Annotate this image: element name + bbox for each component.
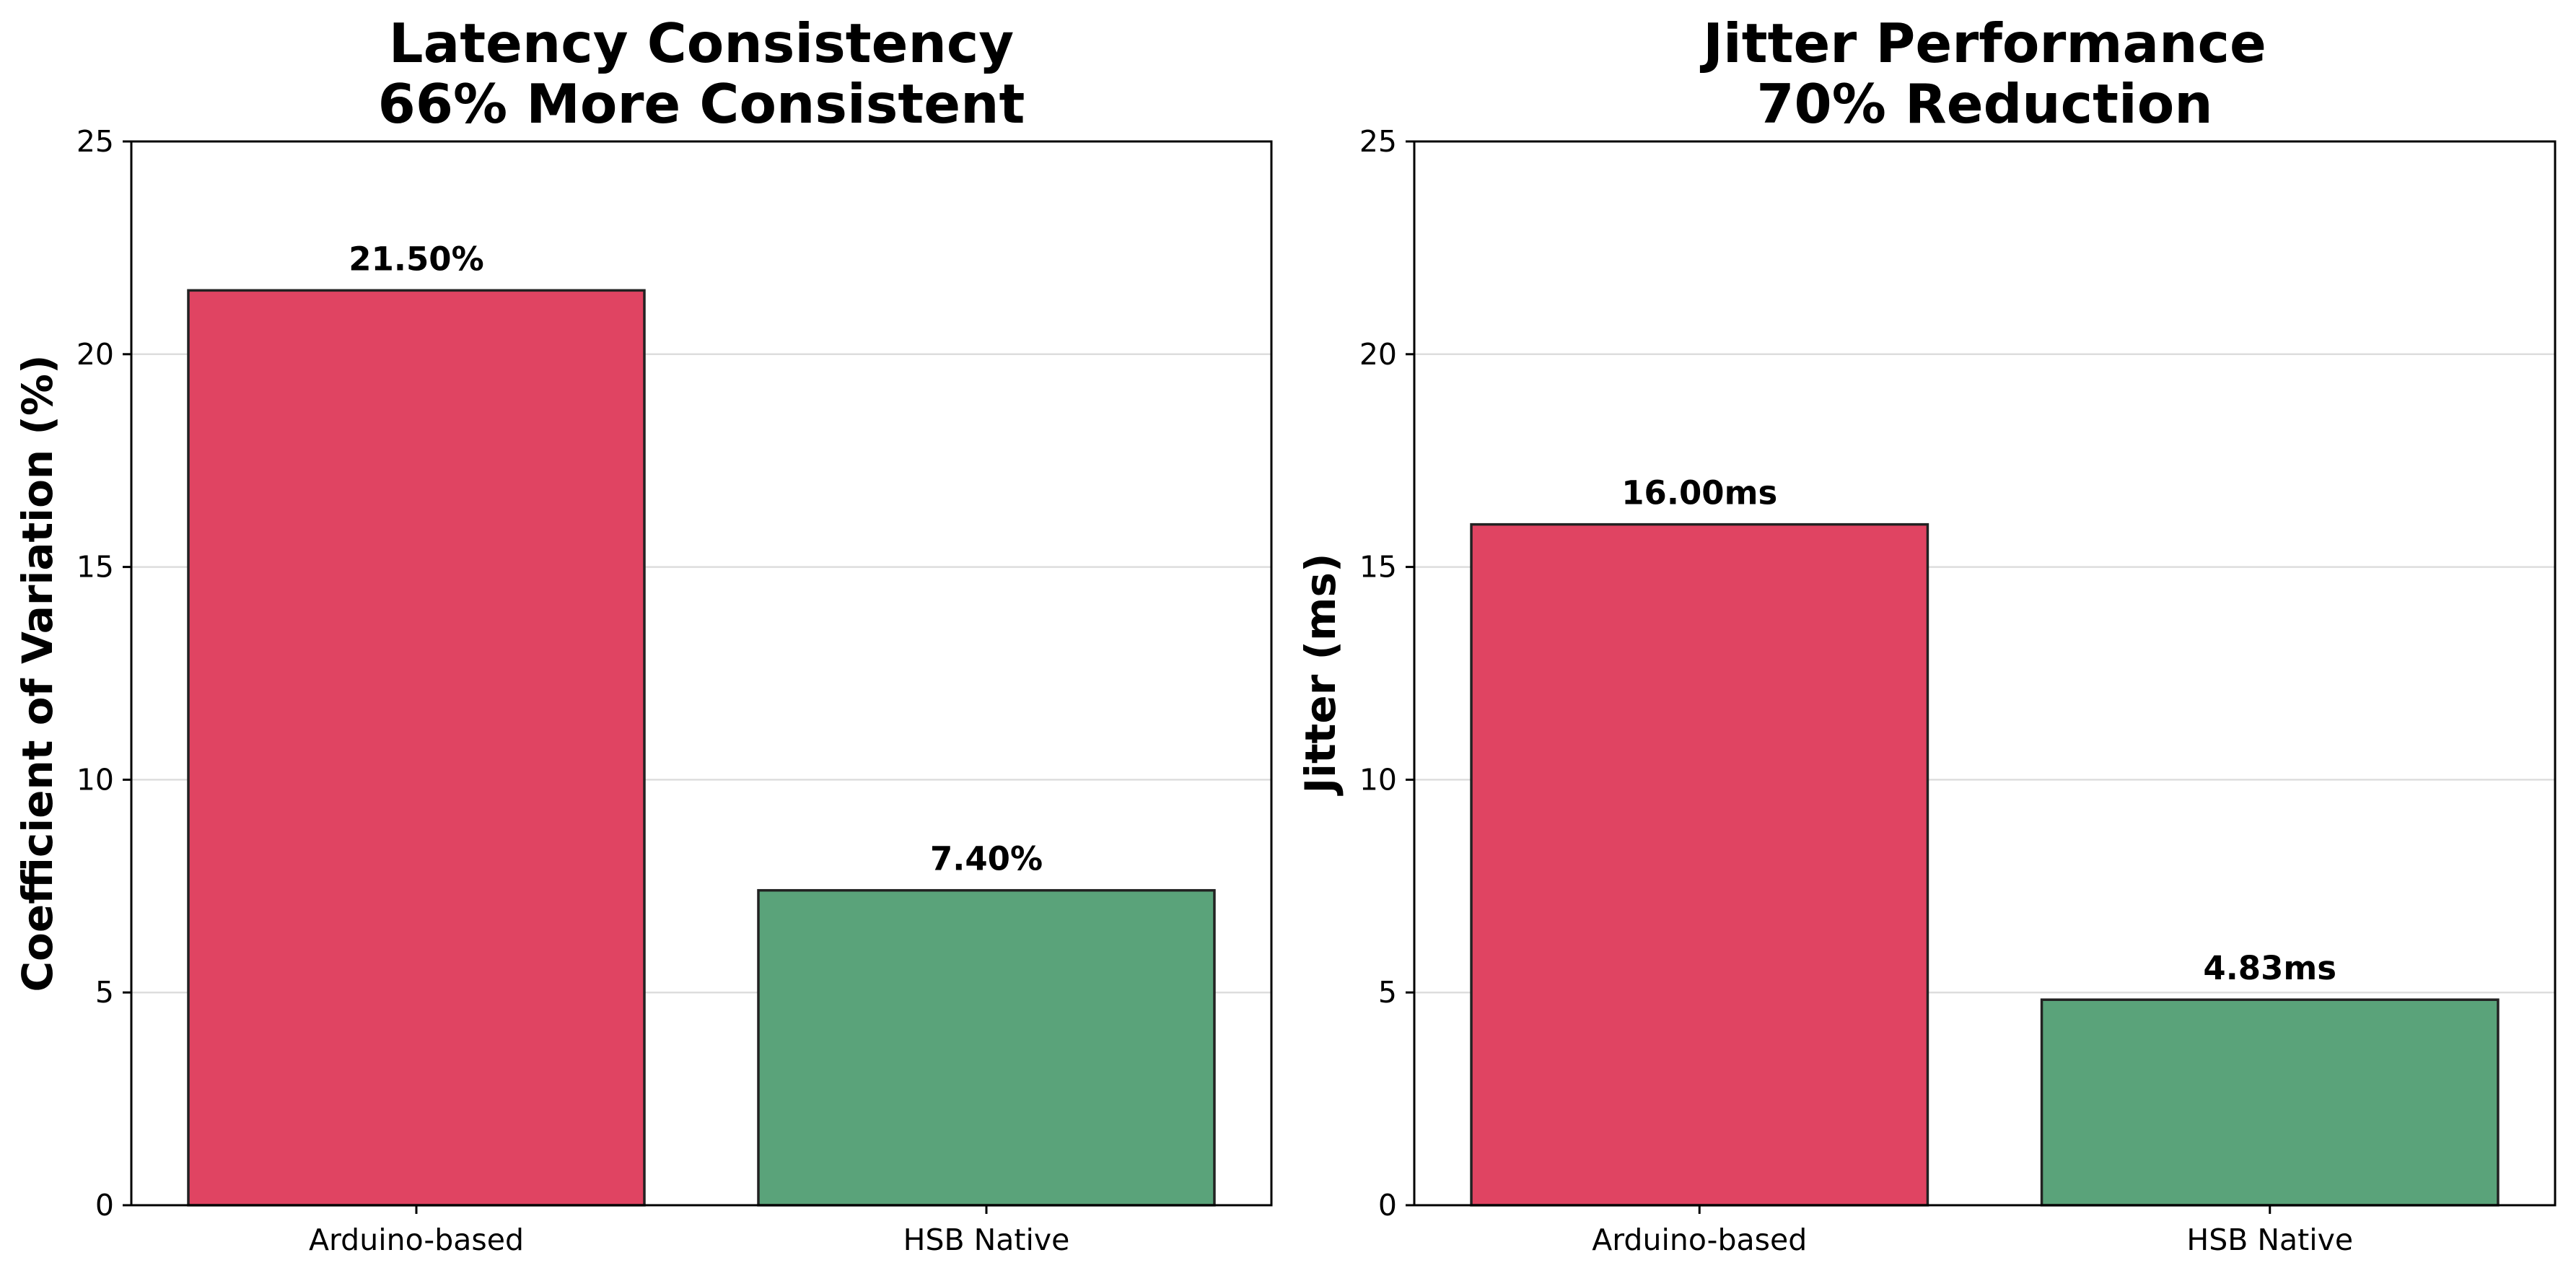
y-tick-label: 10: [76, 762, 114, 797]
y-tick-label: 10: [1359, 762, 1397, 797]
axes-frame: [1413, 140, 2557, 1207]
y-tick-label: 25: [76, 124, 114, 159]
chart-title-line-1: Latency Consistency: [389, 12, 1014, 75]
y-tick-label: 15: [76, 550, 114, 585]
y-tick-label: 15: [1359, 550, 1397, 585]
data-label: 7.40%: [930, 840, 1043, 878]
y-tick-label: 5: [95, 975, 114, 1010]
y-axis-label: Coefficient of Variation (%): [13, 354, 62, 992]
y-tick-label: 20: [76, 337, 114, 372]
chart-title-line-2: 66% More Consistent: [378, 72, 1025, 136]
x-tick-label: Arduino-based: [1592, 1223, 1807, 1257]
chart-title-line-1: Jitter Performance: [1699, 12, 2266, 75]
bar-arduino-based: [1470, 523, 1929, 1207]
bar-hsb-native: [2040, 998, 2500, 1207]
y-tick-label: 25: [1359, 124, 1397, 159]
x-tick-label: Arduino-based: [309, 1223, 524, 1257]
bar-hsb-native: [757, 888, 1216, 1207]
data-label: 16.00ms: [1621, 474, 1777, 512]
y-tick-label: 5: [1378, 975, 1397, 1010]
data-label: 21.50%: [349, 240, 483, 278]
y-tick-label: 0: [95, 1188, 114, 1223]
data-label: 4.83ms: [2203, 949, 2336, 987]
x-tick-label: HSB Native: [903, 1223, 1070, 1257]
bar-arduino-based: [187, 289, 646, 1207]
axes-frame: [130, 140, 1273, 1207]
y-tick-label: 20: [1359, 337, 1397, 372]
chart-title-line-2: 70% Reduction: [1756, 72, 2212, 136]
x-tick-label: HSB Native: [2186, 1223, 2353, 1257]
y-axis-label: Jitter (ms): [1296, 553, 1345, 796]
y-tick-label: 0: [1378, 1188, 1397, 1223]
